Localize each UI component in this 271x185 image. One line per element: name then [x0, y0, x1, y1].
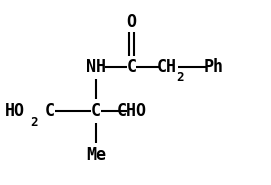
Text: C: C	[127, 58, 136, 76]
Text: O: O	[127, 13, 136, 31]
Text: Me: Me	[86, 146, 106, 164]
Text: 2: 2	[30, 116, 38, 129]
Text: CH: CH	[157, 58, 177, 76]
Text: CHO: CHO	[117, 102, 146, 120]
Text: HO: HO	[5, 102, 25, 120]
Text: Ph: Ph	[204, 58, 224, 76]
Text: C: C	[91, 102, 101, 120]
Text: NH: NH	[86, 58, 106, 76]
Text: C: C	[45, 102, 55, 120]
Text: 2: 2	[176, 71, 184, 84]
